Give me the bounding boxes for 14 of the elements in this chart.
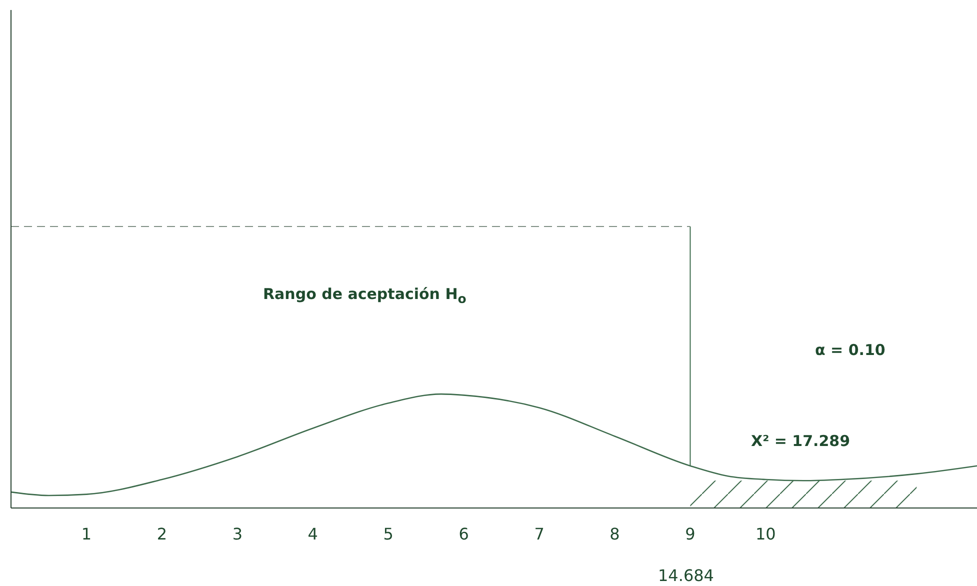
x-tick-label: 5 bbox=[383, 524, 394, 544]
x-tick-label: 10 bbox=[756, 524, 776, 544]
x-tick-label: 8 bbox=[610, 524, 620, 544]
x-tick-label: 9 bbox=[685, 524, 696, 544]
x-tick-label: 2 bbox=[156, 524, 168, 544]
x-tick-label: 3 bbox=[232, 524, 242, 544]
x-tick-label: 7 bbox=[534, 524, 544, 544]
x-tick-label: 1 bbox=[81, 524, 92, 544]
text: 14.684 bbox=[658, 566, 714, 585]
annotation: X² = 17.289 bbox=[751, 432, 850, 450]
text: α = 0.10 bbox=[815, 341, 886, 359]
x-tick-label: 6 bbox=[458, 524, 469, 544]
text: Rango de aceptación H$_{o}$ bbox=[263, 285, 466, 306]
x-tick-label: 4 bbox=[308, 524, 318, 544]
